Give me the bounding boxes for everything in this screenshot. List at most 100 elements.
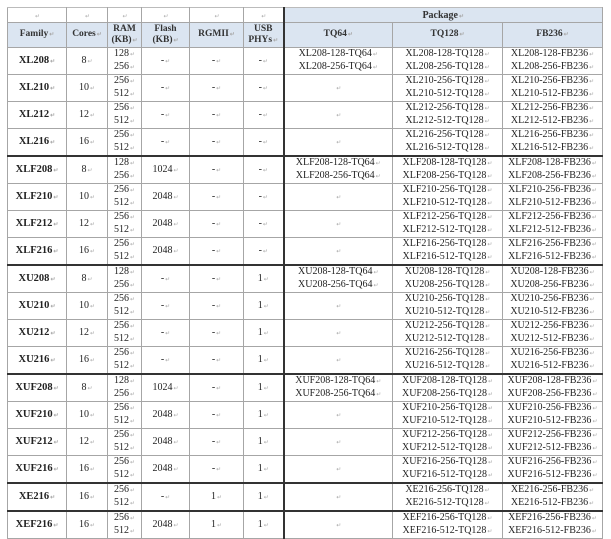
cell-line: 1: [245, 436, 283, 449]
cell-ram: 256512: [107, 346, 142, 375]
table-row: XE21616256512-11XE216-256-TQ128XE216-512…: [7, 482, 603, 512]
column-header-label: Cores: [72, 29, 102, 39]
cell-line: 512: [109, 197, 141, 210]
cell-line: 128: [109, 267, 141, 279]
cell-flash: -: [141, 47, 190, 75]
cell-cores: 16: [66, 346, 108, 375]
cell-line: XUF210-512-TQ128: [394, 415, 502, 428]
cell-line: -: [191, 300, 243, 313]
column-header-label: Flash (KB): [152, 24, 178, 45]
cell-line: 2048: [143, 245, 189, 258]
cell-line: 2048: [143, 218, 189, 231]
cell-line: XLF216: [9, 245, 66, 258]
cell-rgmii: -: [189, 128, 244, 157]
cell-rgmii: -: [189, 74, 244, 102]
cell-line: -: [191, 327, 243, 340]
cell-tq128: XU212-256-TQ128XU212-512-TQ128: [392, 319, 503, 347]
cell-line: 256: [109, 76, 141, 89]
cell-line: XL208-256-TQ128: [394, 61, 502, 74]
column-header-label: TQ64: [324, 29, 353, 39]
cell-fb236: XLF210-256-FB236XLF210-512-FB236: [502, 183, 603, 211]
table-row: XL21616256512---XL216-256-TQ128XL216-512…: [7, 128, 603, 157]
cell-line: -: [191, 382, 243, 395]
cell-line: 128: [109, 376, 141, 388]
cell-line: 1: [245, 300, 283, 313]
cell-usb: 1: [243, 292, 284, 320]
cell-line: XLF208-128-TQ128: [394, 158, 502, 170]
cell-line: 256: [109, 403, 141, 416]
cell-line: XLF212-512-TQ128: [394, 224, 502, 237]
cell-line: 512: [109, 525, 141, 538]
cell-line: 16: [68, 245, 107, 258]
cell-tq128: XLF208-128-TQ128XLF208-256-TQ128: [392, 155, 503, 184]
cell-line: XUF210: [9, 409, 66, 422]
cell-line: XL208-128-FB236: [504, 49, 602, 62]
cell-line: 512: [109, 442, 141, 455]
cell-line: XU216-256-FB236: [504, 347, 602, 360]
column-header-ram: RAM (KB): [107, 22, 142, 48]
cell-line: XLF216-512-FB236: [504, 251, 602, 264]
cell-cores: 16: [66, 482, 108, 512]
cell-ram: 128256: [107, 264, 142, 293]
cell-rgmii: -: [189, 319, 244, 347]
header-row: Family Cores RAM (KB) Flash (KB) RGMII USB PH…: [7, 22, 603, 48]
cell-line: XU216-512-FB236: [504, 360, 602, 373]
cell-line: XU208-256-TQ64: [286, 279, 392, 292]
cell-rgmii: -: [189, 210, 244, 238]
cell-rgmii: -: [189, 101, 244, 129]
cell-fb236: XUF208-128-FB236XUF208-256-FB236: [502, 373, 603, 402]
cell-usb: -: [243, 237, 284, 266]
cell-fb236: XL208-128-FB236XL208-256-FB236: [502, 47, 603, 75]
cell-line: [286, 218, 392, 231]
cell-line: XUF208-256-TQ128: [394, 388, 502, 401]
cell-usb: 1: [243, 401, 284, 429]
cell-line: XUF208-128-FB236: [504, 376, 602, 388]
cell-tq128: XUF216-256-TQ128XUF216-512-TQ128: [392, 455, 503, 484]
cell-line: 10: [68, 191, 107, 204]
cell-family: XUF208: [7, 373, 67, 402]
cell-flash: 1024: [141, 373, 190, 402]
table-row: XUF216162565122048-1 XUF216-256-TQ128XUF2…: [7, 455, 603, 484]
cell-line: -: [143, 354, 189, 367]
cell-family: XLF208: [7, 155, 67, 184]
package-label: Package: [422, 10, 464, 21]
cell-tq128: XL208-128-TQ128XL208-256-TQ128: [392, 47, 503, 75]
cell-line: 512: [109, 115, 141, 128]
column-header-label: RAM (KB): [111, 24, 137, 45]
cell-line: 256: [109, 294, 141, 307]
cell-line: XL208-128-TQ64: [286, 49, 392, 62]
cell-ram: 256512: [107, 510, 142, 539]
cell-line: -: [143, 55, 189, 68]
cell-line: XU212-512-TQ128: [394, 333, 502, 346]
cell-fb236: XUF210-256-FB236XUF210-512-FB236: [502, 401, 603, 429]
cell-ram: 256512: [107, 101, 142, 129]
cell-family: XLF216: [7, 237, 67, 266]
cell-line: -: [191, 354, 243, 367]
cell-flash: -: [141, 74, 190, 102]
table-body: XL2088128256---XL208-128-TQ64XL208-256-T…: [7, 47, 603, 539]
cell-rgmii: -: [189, 237, 244, 266]
cell-line: XL216-256-FB236: [504, 129, 602, 142]
cell-tq64: [282, 210, 393, 238]
cell-flash: 2048: [141, 401, 190, 429]
cell-line: XUF216: [9, 463, 66, 476]
column-header-fb236: FB236: [502, 22, 603, 48]
cell-tq64: [282, 401, 393, 429]
cell-usb: 1: [243, 373, 284, 402]
cell-line: XUF216-256-FB236: [504, 456, 602, 469]
cell-line: -: [245, 164, 283, 177]
cell-tq64: [282, 482, 393, 512]
cell-cores: 8: [66, 155, 108, 184]
cell-line: XLF216-256-TQ128: [394, 238, 502, 251]
cell-line: 2048: [143, 463, 189, 476]
cell-line: XEF216-512-FB236: [504, 525, 602, 538]
cell-line: XUF208-128-TQ128: [394, 376, 502, 388]
cell-line: 1: [245, 382, 283, 395]
cell-line: XUF212-256-TQ128: [394, 430, 502, 443]
cell-line: 512: [109, 333, 141, 346]
cell-cores: 8: [66, 264, 108, 293]
column-header-label: TQ128: [430, 29, 464, 39]
cell-line: -: [143, 82, 189, 95]
empty-cell: [243, 7, 284, 23]
cell-line: 1024: [143, 382, 189, 395]
